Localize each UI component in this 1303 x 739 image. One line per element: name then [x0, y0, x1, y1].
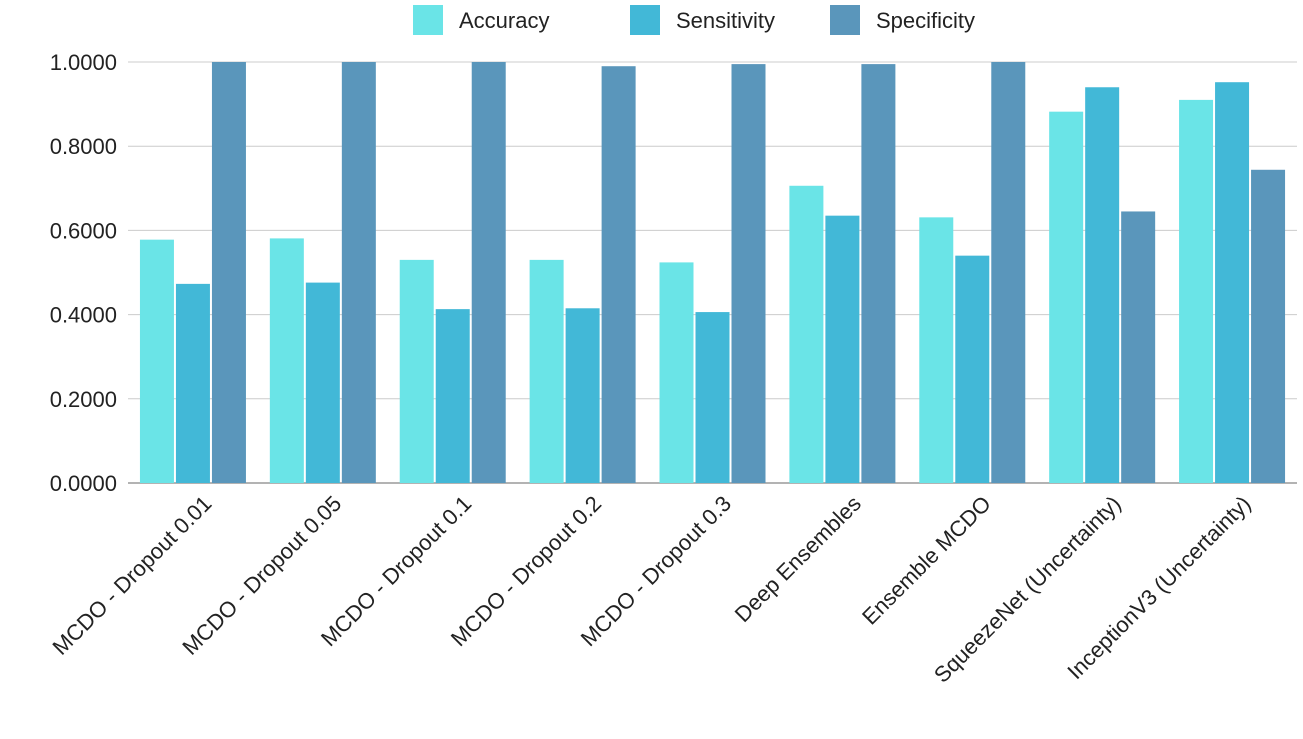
bar-sensitivity [565, 308, 600, 483]
legend-label-sensitivity: Sensitivity [676, 8, 775, 33]
bar-specificity [1121, 211, 1156, 483]
legend-swatch-sensitivity [630, 5, 660, 35]
bar-accuracy [659, 262, 694, 483]
bar-accuracy [1049, 111, 1084, 483]
bar-sensitivity [435, 309, 470, 483]
bars [139, 62, 1286, 484]
bar-sensitivity [825, 215, 860, 484]
legend-label-accuracy: Accuracy [459, 8, 549, 33]
bar-specificity [1251, 169, 1286, 483]
bar-specificity [991, 62, 1026, 483]
bar-accuracy [789, 185, 824, 484]
y-tick-label: 0.8000 [50, 134, 117, 159]
y-axis-ticks: 0.0000 0.2000 0.4000 0.6000 0.8000 1.0000 [50, 50, 117, 496]
bar-sensitivity [305, 282, 340, 483]
bar-accuracy [269, 238, 304, 483]
legend: Accuracy Sensitivity Specificity [413, 5, 975, 35]
y-tick-label: 1.0000 [50, 50, 117, 75]
y-tick-label: 0.4000 [50, 303, 117, 328]
y-tick-label: 0.0000 [50, 471, 117, 496]
legend-swatch-accuracy [413, 5, 443, 35]
bar-accuracy [139, 239, 174, 483]
bar-accuracy [399, 259, 434, 483]
bar-sensitivity [955, 255, 990, 483]
bar-specificity [471, 62, 506, 483]
legend-swatch-specificity [830, 5, 860, 35]
bar-accuracy [529, 259, 564, 483]
bar-sensitivity [175, 283, 210, 483]
bar-accuracy [919, 217, 954, 483]
x-tick-label: Ensemble MCDO [857, 491, 996, 630]
bar-sensitivity [1215, 82, 1250, 483]
bar-accuracy [1179, 99, 1214, 483]
bar-sensitivity [695, 312, 730, 483]
y-tick-label: 0.2000 [50, 387, 117, 412]
y-tick-label: 0.6000 [50, 218, 117, 243]
bar-specificity [211, 62, 246, 483]
legend-label-specificity: Specificity [876, 8, 975, 33]
bar-specificity [731, 64, 766, 483]
bar-specificity [601, 66, 636, 484]
x-tick-label: Deep Ensembles [730, 491, 866, 627]
bar-sensitivity [1085, 87, 1120, 483]
bar-specificity [341, 62, 376, 483]
bar-specificity [861, 64, 896, 483]
